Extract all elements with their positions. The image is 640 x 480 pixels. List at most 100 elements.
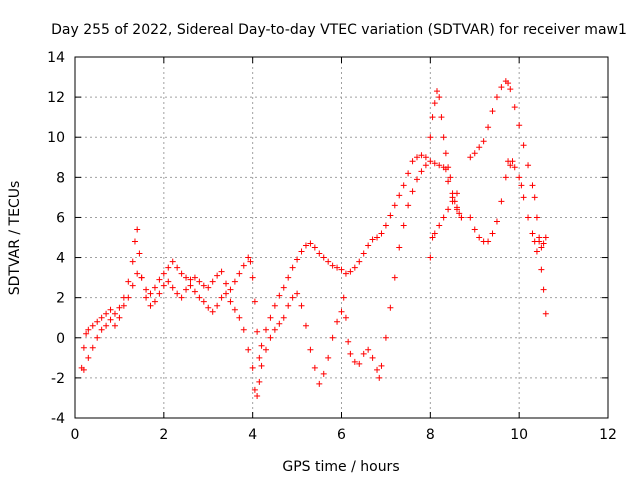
data-point-plus — [200, 298, 207, 305]
data-point-plus — [325, 354, 332, 361]
data-point-plus — [205, 284, 212, 291]
data-point-plus — [520, 194, 527, 201]
data-point-plus — [147, 302, 154, 309]
data-point-plus — [438, 114, 445, 121]
data-point-plus — [85, 354, 92, 361]
data-point-plus — [245, 254, 252, 261]
data-point-plus — [498, 84, 505, 91]
data-point-plus — [338, 266, 345, 273]
data-point-plus — [418, 168, 425, 175]
data-point-plus — [507, 86, 514, 93]
data-point-plus — [518, 182, 525, 189]
data-point-plus — [134, 226, 141, 233]
data-point-plus — [307, 346, 314, 353]
data-point-plus — [489, 230, 496, 237]
data-point-plus — [196, 278, 203, 285]
x-tick-label: 2 — [159, 427, 168, 443]
data-point-plus — [445, 178, 452, 185]
data-point-plus — [125, 294, 132, 301]
data-point-plus — [320, 370, 327, 377]
data-point-plus — [80, 344, 87, 351]
y-tick-label: 6 — [56, 210, 65, 226]
plot-frame — [74, 56, 609, 419]
data-point-plus — [525, 214, 532, 221]
y-tick-label: 4 — [56, 251, 65, 267]
data-point-plus — [516, 122, 523, 129]
data-point-plus — [276, 292, 283, 299]
data-point-plus — [205, 304, 212, 311]
data-point-plus — [138, 274, 145, 281]
data-point-plus — [414, 176, 421, 183]
data-point-plus — [342, 314, 349, 321]
data-point-plus — [251, 298, 258, 305]
y-tick-label: 10 — [47, 130, 65, 146]
data-point-plus — [365, 346, 372, 353]
data-point-plus — [94, 318, 101, 325]
y-tick-label: 14 — [47, 50, 65, 66]
data-point-plus — [405, 170, 412, 177]
data-point-plus — [476, 144, 483, 151]
data-point-plus — [183, 274, 190, 281]
data-point-plus — [360, 250, 367, 257]
data-point-plus — [285, 274, 292, 281]
data-point-plus — [538, 266, 545, 273]
x-axis-label: GPS time / hours — [282, 459, 399, 475]
data-point-plus — [111, 310, 118, 317]
data-point-plus — [334, 264, 341, 271]
data-point-plus — [431, 100, 438, 107]
data-point-plus — [316, 380, 323, 387]
data-point-plus — [89, 322, 96, 329]
data-point-plus — [345, 338, 352, 345]
data-point-plus — [485, 124, 492, 131]
data-point-plus — [131, 238, 138, 245]
data-point-plus — [449, 198, 456, 205]
data-point-plus — [511, 164, 518, 171]
data-point-plus — [338, 308, 345, 315]
data-point-plus — [405, 202, 412, 209]
data-point-plus — [334, 318, 341, 325]
data-point-plus — [440, 214, 447, 221]
data-point-plus — [340, 294, 347, 301]
data-point-plus — [120, 302, 127, 309]
data-point-plus — [387, 304, 394, 311]
x-tick-label: 6 — [337, 427, 346, 443]
data-point-plus — [427, 254, 434, 261]
data-point-plus — [147, 290, 154, 297]
data-point-plus — [538, 244, 545, 251]
data-point-plus — [456, 210, 463, 217]
data-point-plus — [347, 268, 354, 275]
data-point-plus — [254, 392, 261, 399]
y-tick-label: 2 — [56, 291, 65, 307]
x-tick-label: 10 — [510, 427, 528, 443]
data-point-plus — [476, 234, 483, 241]
data-point-plus — [531, 194, 538, 201]
data-point-plus — [436, 94, 443, 101]
data-point-plus — [542, 310, 549, 317]
data-point-plus — [298, 302, 305, 309]
data-point-plus — [360, 350, 367, 357]
data-point-plus — [396, 192, 403, 199]
data-point-plus — [103, 322, 110, 329]
data-point-plus — [489, 108, 496, 115]
data-point-plus — [107, 306, 114, 313]
data-point-plus — [94, 334, 101, 341]
data-point-plus — [214, 302, 221, 309]
data-point-plus — [422, 154, 429, 161]
data-point-plus — [351, 358, 358, 365]
data-point-plus — [471, 226, 478, 233]
data-point-plus — [442, 166, 449, 173]
data-point-plus — [431, 230, 438, 237]
data-point-plus — [258, 362, 265, 369]
data-point-plus — [356, 360, 363, 367]
data-point-plus — [429, 234, 436, 241]
data-point-plus — [409, 188, 416, 195]
data-point-plus — [511, 104, 518, 111]
data-point-plus — [160, 282, 167, 289]
data-point-plus — [256, 378, 263, 385]
data-point-plus — [422, 162, 429, 169]
data-point-plus — [329, 262, 336, 269]
data-point-plus — [414, 154, 421, 161]
data-point-plus — [151, 298, 158, 305]
data-point-plus — [378, 362, 385, 369]
